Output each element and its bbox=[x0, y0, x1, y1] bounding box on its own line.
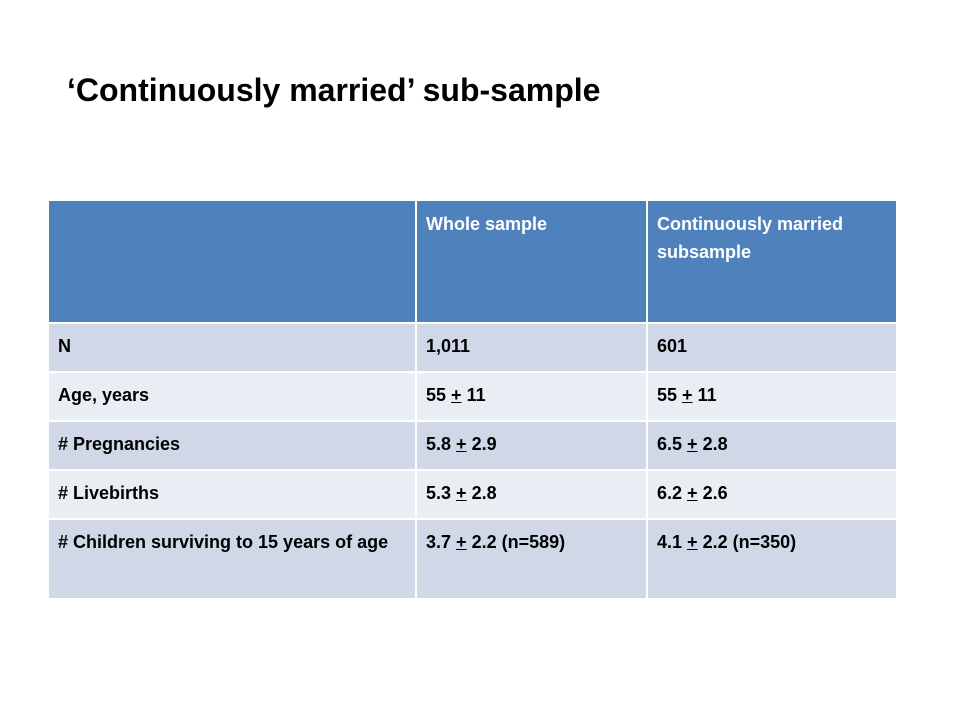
cell-whole-sample: 5.8 + 2.9 bbox=[415, 420, 648, 471]
row-label: # Livebirths bbox=[47, 469, 417, 520]
value-mean: 55 bbox=[657, 385, 678, 405]
comparison-table: Whole sample Continuously married subsam… bbox=[47, 199, 898, 600]
value-mean: 6.2 bbox=[657, 483, 683, 503]
value-mean: 55 bbox=[426, 385, 447, 405]
cell-married-subsample: 55 + 11 bbox=[646, 371, 898, 422]
table-row: # Pregnancies 5.8 + 2.9 6.5 + 2.8 bbox=[47, 420, 898, 471]
cell-married-subsample: 6.2 + 2.6 bbox=[646, 469, 898, 520]
plus-minus-symbol: + bbox=[456, 483, 467, 503]
value-mean: 1,011 bbox=[426, 336, 471, 356]
plus-minus-symbol: + bbox=[456, 532, 467, 552]
header-cell-whole-sample: Whole sample bbox=[415, 199, 648, 324]
value-sd: 2.8 bbox=[702, 434, 728, 454]
value-mean: 6.5 bbox=[657, 434, 683, 454]
plus-minus-symbol: + bbox=[687, 434, 698, 454]
value-sd: 2.2 bbox=[702, 532, 728, 552]
plus-minus-symbol: + bbox=[682, 385, 693, 405]
value-sd: 11 bbox=[466, 385, 486, 405]
table-header-row: Whole sample Continuously married subsam… bbox=[47, 199, 898, 324]
value-sd: 2.9 bbox=[471, 434, 497, 454]
plus-minus-symbol: + bbox=[456, 434, 467, 454]
cell-married-subsample: 601 bbox=[646, 322, 898, 373]
cell-whole-sample: 5.3 + 2.8 bbox=[415, 469, 648, 520]
value-mean: 4.1 bbox=[657, 532, 683, 552]
value-sample-size: (n=589) bbox=[501, 532, 566, 552]
row-label: # Pregnancies bbox=[47, 420, 417, 471]
header-cell-married-subsample: Continuously married subsample bbox=[646, 199, 898, 324]
row-label: Age, years bbox=[47, 371, 417, 422]
table-row: # Livebirths 5.3 + 2.8 6.2 + 2.6 bbox=[47, 469, 898, 520]
value-sample-size: (n=350) bbox=[732, 532, 797, 552]
value-sd: 2.8 bbox=[471, 483, 497, 503]
plus-minus-symbol: + bbox=[451, 385, 462, 405]
value-mean: 601 bbox=[657, 336, 688, 356]
plus-minus-symbol: + bbox=[687, 483, 698, 503]
value-mean: 3.7 bbox=[426, 532, 452, 552]
value-sd: 2.6 bbox=[702, 483, 728, 503]
table-row: Age, years 55 + 11 55 + 11 bbox=[47, 371, 898, 422]
table-row: N 1,011 601 bbox=[47, 322, 898, 373]
cell-whole-sample: 1,011 bbox=[415, 322, 648, 373]
table-row: # Children surviving to 15 years of age 3… bbox=[47, 518, 898, 600]
slide-title: ‘Continuously married’ sub-sample bbox=[67, 72, 601, 108]
row-label: N bbox=[47, 322, 417, 373]
value-sd: 2.2 bbox=[471, 532, 497, 552]
value-mean: 5.8 bbox=[426, 434, 452, 454]
cell-married-subsample: 6.5 + 2.8 bbox=[646, 420, 898, 471]
cell-married-subsample: 4.1 + 2.2 (n=350) bbox=[646, 518, 898, 600]
cell-whole-sample: 3.7 + 2.2 (n=589) bbox=[415, 518, 648, 600]
header-cell-empty bbox=[47, 199, 417, 324]
value-sd: 11 bbox=[697, 385, 717, 405]
plus-minus-symbol: + bbox=[687, 532, 698, 552]
cell-whole-sample: 55 + 11 bbox=[415, 371, 648, 422]
value-mean: 5.3 bbox=[426, 483, 452, 503]
row-label: # Children surviving to 15 years of age bbox=[47, 518, 417, 600]
